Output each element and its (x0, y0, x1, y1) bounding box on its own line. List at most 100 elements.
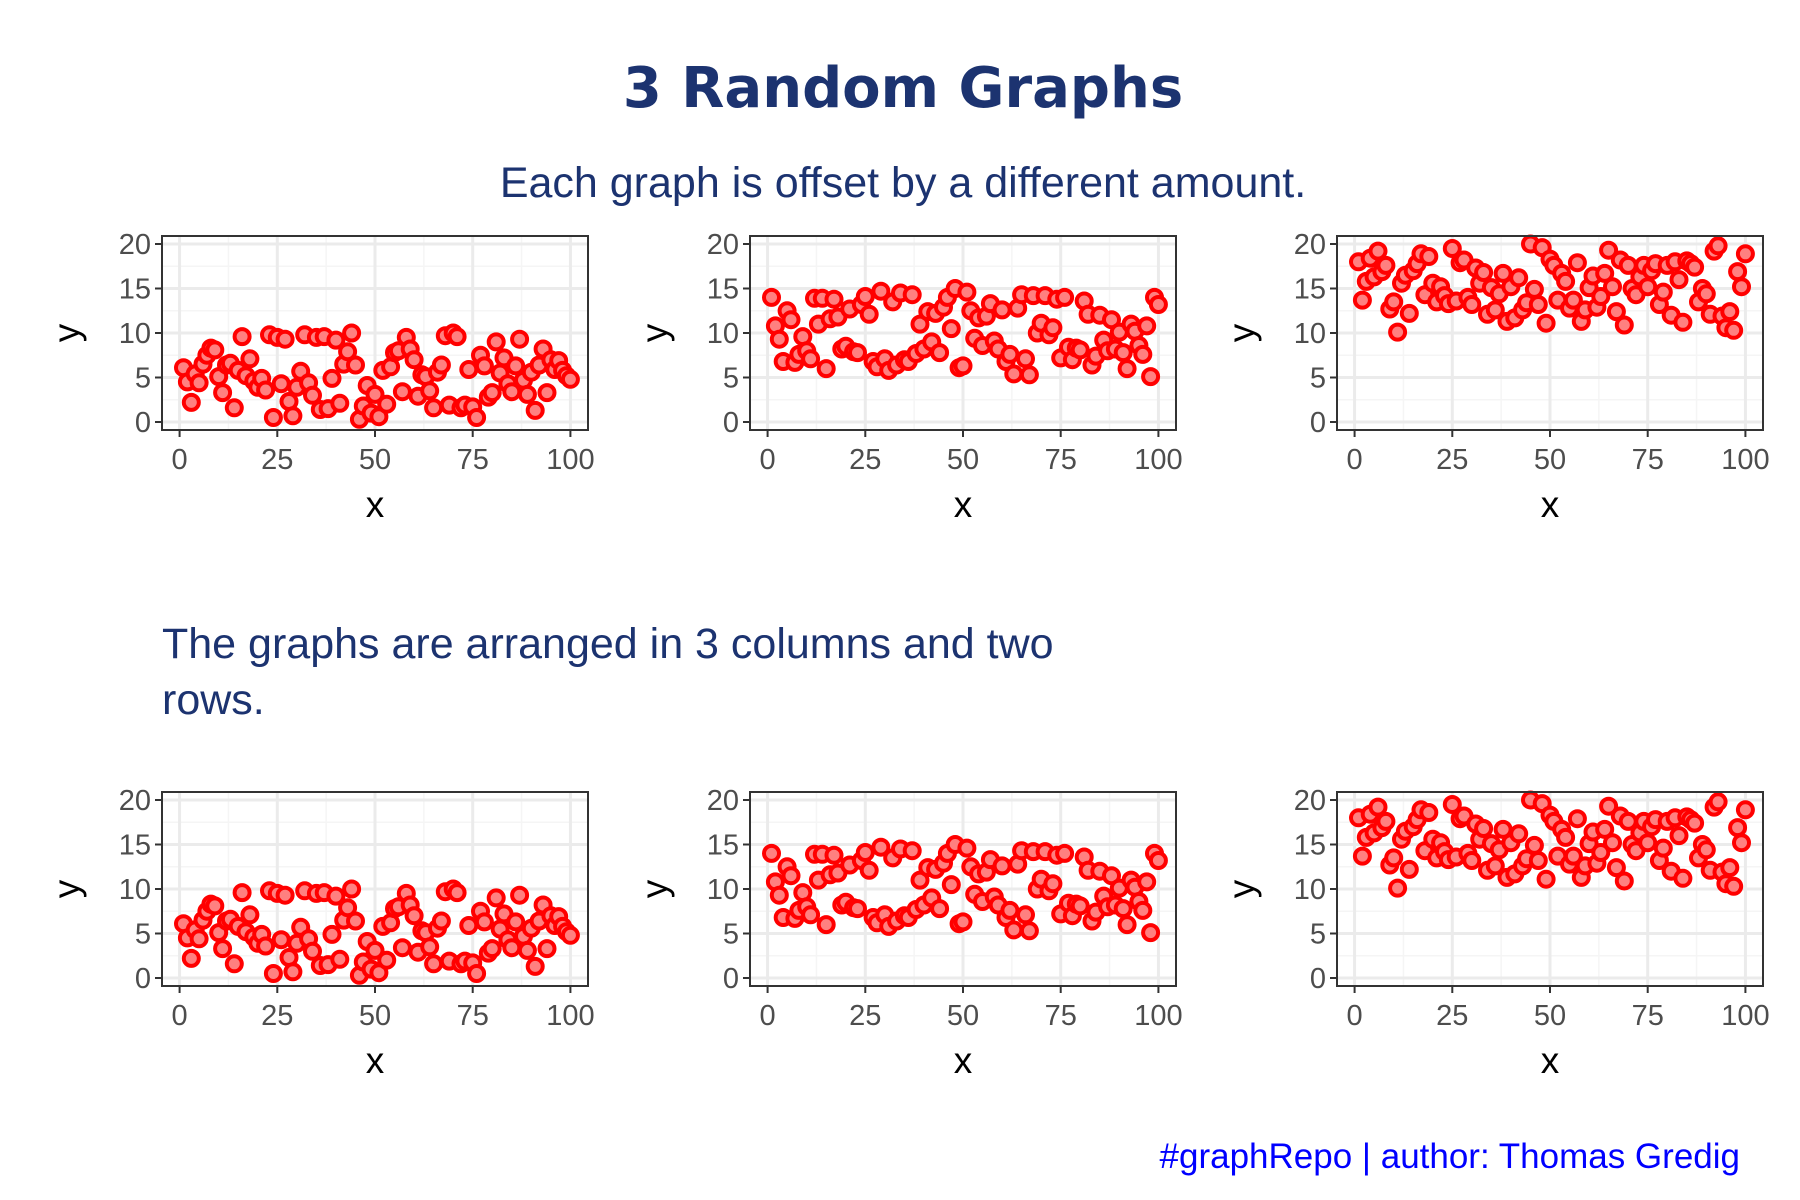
x-tick-label: 50 (947, 1000, 979, 1032)
data-point (322, 368, 342, 388)
x-tick-label: 0 (760, 444, 776, 476)
data-point (338, 898, 358, 918)
data-point (1669, 826, 1689, 846)
data-point (263, 964, 283, 983)
data-point (1509, 824, 1529, 844)
x-axis-title: x (954, 1040, 973, 1081)
data-point (303, 941, 322, 961)
data-point (459, 360, 479, 379)
data-point (1509, 268, 1529, 288)
data-point (1133, 344, 1153, 364)
y-tick-label: 10 (1294, 318, 1326, 350)
data-point (1388, 878, 1408, 898)
data-point (1399, 303, 1419, 323)
data-point (459, 916, 479, 935)
data-point (1599, 240, 1619, 260)
data-point (271, 930, 291, 950)
figure-caption: #graphRepo | author: Thomas Gredig (1160, 1137, 1740, 1176)
y-tick-label: 10 (707, 874, 739, 906)
y-tick-label: 15 (119, 274, 151, 306)
data-point (338, 342, 358, 362)
data-point (1148, 851, 1168, 870)
data-point (1474, 263, 1494, 282)
data-point (224, 398, 244, 418)
data-point (1696, 284, 1716, 304)
data-point (1595, 263, 1615, 283)
data-point (510, 885, 530, 905)
data-point (1724, 320, 1744, 340)
y-axis-title: y (46, 879, 87, 898)
x-tick-label: 75 (1632, 444, 1664, 476)
y-tick-label: 20 (1294, 229, 1326, 261)
x-tick-label: 25 (261, 444, 293, 476)
data-point (855, 287, 875, 306)
data-point (1384, 292, 1404, 312)
data-point (1673, 312, 1693, 332)
data-point (1113, 899, 1133, 919)
x-tick-label: 75 (1632, 1000, 1664, 1032)
y-tick-label: 15 (707, 830, 739, 862)
data-point (560, 369, 580, 389)
data-point (517, 940, 537, 960)
data-point (1708, 236, 1728, 256)
y-axis-title: y (46, 323, 87, 342)
data-point (205, 340, 225, 360)
data-point (1653, 838, 1673, 858)
data-point (1004, 920, 1024, 940)
data-point (326, 330, 346, 350)
data-point (1528, 851, 1548, 870)
data-point (1399, 859, 1419, 879)
data-point (256, 936, 276, 956)
data-point (486, 332, 506, 352)
data-point (1016, 905, 1035, 925)
data-point (1638, 833, 1658, 853)
data-point (1368, 241, 1388, 261)
points-group (1349, 234, 1755, 342)
data-point (1669, 270, 1689, 290)
y-tick-label: 20 (707, 785, 739, 817)
y-tick-label: 10 (1294, 874, 1326, 906)
data-point (447, 327, 467, 347)
x-tick-label: 100 (1721, 1000, 1769, 1032)
x-tick-label: 25 (849, 1000, 881, 1032)
data-point (303, 385, 322, 405)
y-tick-label: 20 (119, 785, 151, 817)
data-point (181, 392, 201, 412)
data-point (1720, 858, 1740, 878)
data-point (1462, 851, 1482, 870)
x-axis-title: x (1541, 484, 1560, 525)
data-point (1137, 316, 1157, 336)
y-tick-label: 5 (1310, 362, 1326, 394)
data-point (486, 888, 506, 908)
y-tick-label: 15 (707, 274, 739, 306)
points-group (762, 279, 1168, 387)
data-point (1070, 896, 1090, 916)
data-point (181, 948, 201, 968)
data-point (1606, 302, 1626, 322)
data-point (1728, 262, 1748, 282)
data-point (365, 940, 385, 960)
data-point (506, 356, 526, 376)
data-point (271, 374, 291, 394)
y-tick-label: 10 (707, 318, 739, 350)
scatter-panel-1: 0 25 50 75 100 0 5 10 15 20 x y (46, 229, 595, 525)
figure-subtitle: Each graph is offset by a different amou… (500, 159, 1306, 207)
data-point (1376, 811, 1396, 831)
data-point (930, 899, 950, 919)
data-point (537, 383, 557, 403)
data-point (1384, 848, 1404, 868)
x-tick-label: 50 (359, 1000, 391, 1032)
data-point (1638, 277, 1658, 297)
x-tick-label: 100 (546, 444, 594, 476)
data-point (256, 380, 276, 400)
scatter-panel-6: 0 25 50 75 100 0 5 10 15 20 x y (1221, 785, 1770, 1081)
data-point (941, 319, 961, 339)
y-axis-title: y (1221, 323, 1262, 342)
data-point (1000, 900, 1020, 920)
data-point (1653, 282, 1673, 302)
y-tick-label: 10 (119, 318, 151, 350)
data-point (781, 866, 801, 886)
data-point (1352, 290, 1372, 310)
y-tick-label: 5 (723, 362, 739, 394)
data-point (1000, 344, 1020, 364)
